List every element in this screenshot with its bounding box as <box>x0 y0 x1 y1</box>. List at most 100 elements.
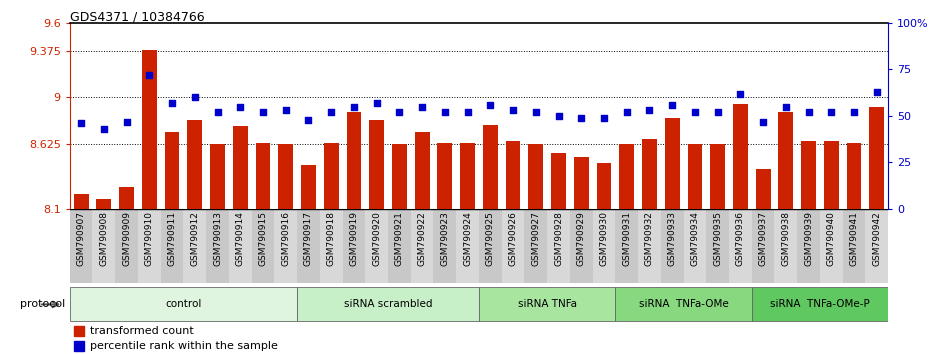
Bar <box>138 209 161 283</box>
Point <box>551 113 566 119</box>
Point <box>483 102 498 108</box>
Bar <box>706 209 729 283</box>
Text: GSM790927: GSM790927 <box>531 211 540 266</box>
Bar <box>687 144 702 209</box>
Point <box>756 119 771 124</box>
Bar <box>320 209 342 283</box>
Bar <box>115 209 138 283</box>
Point <box>232 104 247 109</box>
Bar <box>711 144 725 209</box>
Bar <box>661 209 684 283</box>
Text: GSM790937: GSM790937 <box>759 211 767 266</box>
Bar <box>642 139 657 209</box>
Bar <box>232 126 247 209</box>
Text: GSM790907: GSM790907 <box>76 211 86 266</box>
Bar <box>506 141 521 209</box>
Bar <box>820 209 843 283</box>
Text: siRNA  TNFa-OMe: siRNA TNFa-OMe <box>639 299 728 309</box>
Bar <box>183 209 206 283</box>
Bar <box>411 209 433 283</box>
Text: GSM790930: GSM790930 <box>600 211 608 266</box>
Bar <box>551 153 565 209</box>
Bar <box>365 209 388 283</box>
Bar <box>684 209 706 283</box>
Bar <box>324 143 339 209</box>
Bar <box>342 209 365 283</box>
Text: GSM790920: GSM790920 <box>372 211 381 266</box>
Bar <box>846 143 861 209</box>
Text: GDS4371 / 10384766: GDS4371 / 10384766 <box>70 11 205 24</box>
Bar <box>592 209 616 283</box>
Text: GSM790913: GSM790913 <box>213 211 222 266</box>
Bar <box>457 209 479 283</box>
Bar <box>547 209 570 283</box>
Text: GSM790941: GSM790941 <box>849 211 858 266</box>
Bar <box>229 209 252 283</box>
Text: GSM790936: GSM790936 <box>736 211 745 266</box>
Text: GSM790923: GSM790923 <box>440 211 449 266</box>
Text: GSM790911: GSM790911 <box>167 211 177 266</box>
Bar <box>256 143 271 209</box>
Bar <box>479 287 616 321</box>
Text: GSM790939: GSM790939 <box>804 211 813 266</box>
Bar <box>369 120 384 209</box>
Bar <box>751 287 888 321</box>
Text: GSM790909: GSM790909 <box>122 211 131 266</box>
Bar <box>433 209 457 283</box>
Bar <box>301 166 316 209</box>
Point <box>824 109 839 115</box>
Point <box>119 119 134 124</box>
Text: siRNA  TNFa-OMe-P: siRNA TNFa-OMe-P <box>770 299 870 309</box>
Bar <box>119 187 134 209</box>
Point <box>506 108 521 113</box>
Text: GSM790925: GSM790925 <box>485 211 495 266</box>
Bar <box>501 209 525 283</box>
Point <box>415 104 430 109</box>
Bar <box>388 209 411 283</box>
Bar <box>297 287 479 321</box>
Bar <box>347 112 361 209</box>
Point <box>596 115 611 121</box>
Point <box>642 108 657 113</box>
Bar <box>73 194 88 209</box>
Text: GSM790918: GSM790918 <box>326 211 336 266</box>
Bar <box>525 209 547 283</box>
Bar <box>206 209 229 283</box>
Point <box>210 109 225 115</box>
Bar <box>619 144 634 209</box>
Bar <box>866 209 888 283</box>
Text: GSM790908: GSM790908 <box>100 211 109 266</box>
Bar <box>824 141 839 209</box>
Text: GSM790926: GSM790926 <box>509 211 518 266</box>
Bar <box>756 169 770 209</box>
Bar <box>528 144 543 209</box>
Point <box>460 109 475 115</box>
Bar <box>70 209 92 283</box>
Bar <box>210 144 225 209</box>
Bar <box>729 209 751 283</box>
Bar <box>297 209 320 283</box>
Text: GSM790916: GSM790916 <box>281 211 290 266</box>
Point <box>801 109 816 115</box>
Text: protocol: protocol <box>20 299 65 309</box>
Bar <box>775 209 797 283</box>
Text: GSM790928: GSM790928 <box>554 211 563 266</box>
Point <box>73 120 88 126</box>
Point <box>165 100 179 106</box>
Text: GSM790931: GSM790931 <box>622 211 631 266</box>
Point <box>687 109 702 115</box>
Text: GSM790924: GSM790924 <box>463 211 472 266</box>
Point <box>392 109 406 115</box>
Text: GSM790932: GSM790932 <box>644 211 654 266</box>
Bar <box>616 209 638 283</box>
Bar <box>596 163 611 209</box>
Text: control: control <box>166 299 202 309</box>
Bar <box>437 143 452 209</box>
Bar <box>392 144 406 209</box>
Point <box>870 89 884 95</box>
Point <box>347 104 362 109</box>
Bar <box>415 132 430 209</box>
Text: siRNA TNFa: siRNA TNFa <box>518 299 577 309</box>
Bar <box>73 341 84 351</box>
Text: transformed count: transformed count <box>90 326 194 336</box>
